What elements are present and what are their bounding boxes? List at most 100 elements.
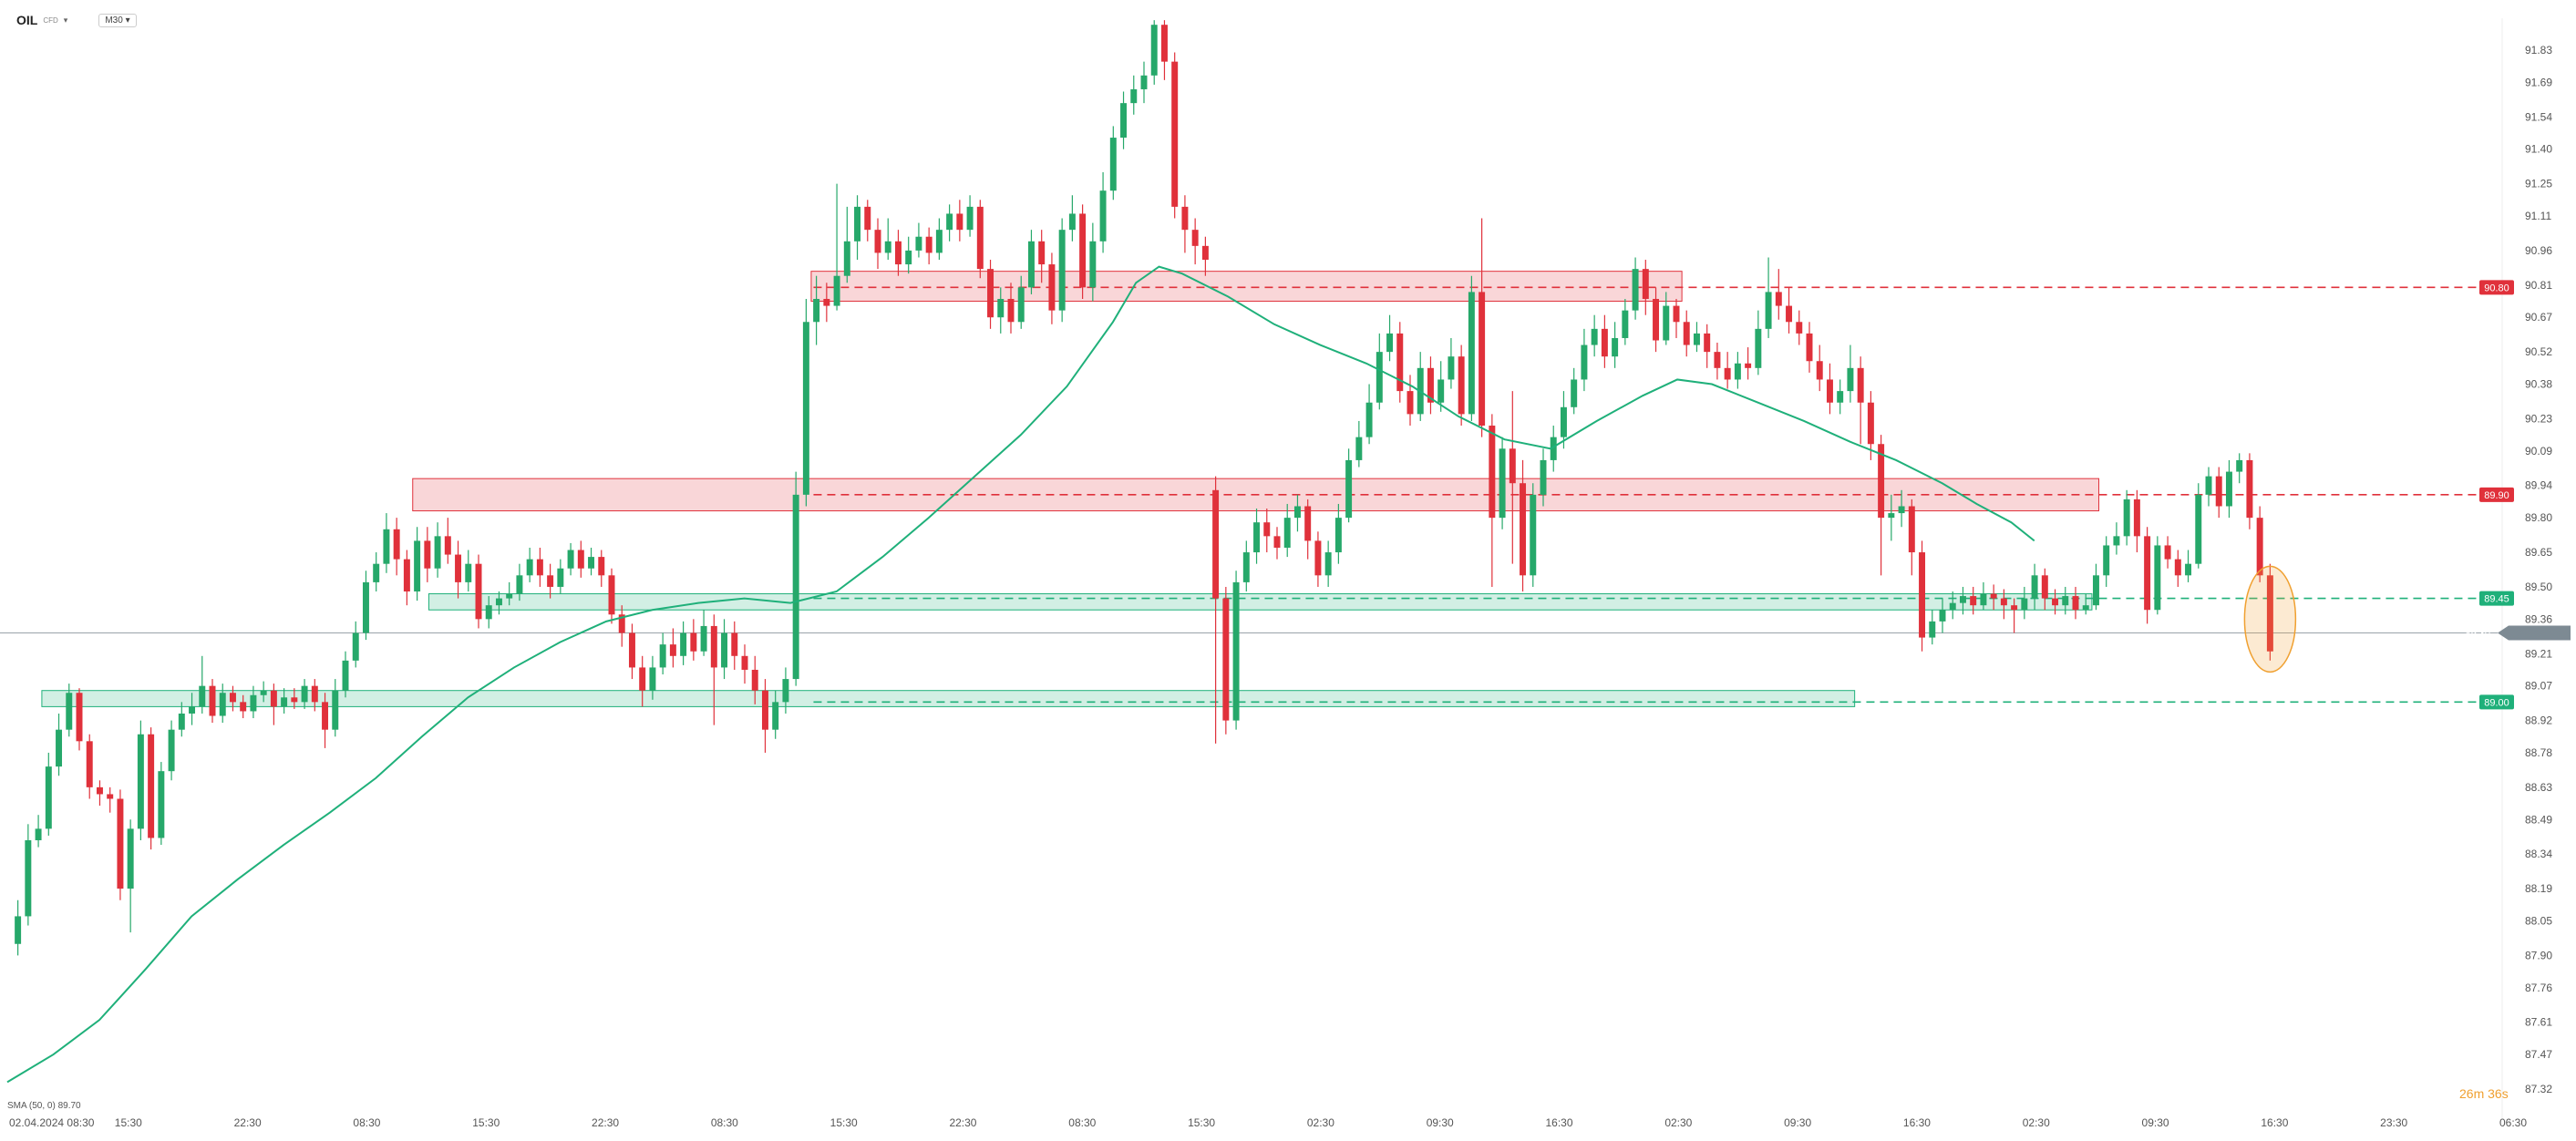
sma-line[interactable] bbox=[6, 265, 2035, 1084]
y-tick-label: 91.83 bbox=[2525, 44, 2552, 57]
support-zone[interactable] bbox=[428, 593, 2093, 611]
candle-body bbox=[56, 729, 63, 767]
x-tick-label: 09:30 bbox=[1427, 1116, 1454, 1129]
candle bbox=[1468, 275, 1475, 421]
candle bbox=[1140, 61, 1148, 104]
candle bbox=[86, 734, 93, 799]
candle bbox=[1847, 344, 1854, 403]
candle-body bbox=[659, 644, 666, 668]
candle-body bbox=[96, 786, 103, 795]
candle-body bbox=[1017, 287, 1025, 323]
candle bbox=[1499, 437, 1506, 529]
candle bbox=[946, 204, 953, 242]
candle-body bbox=[2174, 559, 2181, 576]
candle bbox=[751, 655, 758, 704]
candle-body bbox=[1816, 361, 1823, 380]
symbol-dropdown-icon[interactable]: ▾ bbox=[63, 15, 68, 25]
candle bbox=[639, 655, 646, 707]
candle bbox=[854, 195, 861, 261]
time-axis[interactable]: 02.04.2024 08:30 15:30 22:30 08:30 15:30 22:3… bbox=[9, 1116, 2527, 1129]
candle-body bbox=[966, 206, 974, 231]
candle bbox=[956, 200, 963, 242]
candle bbox=[96, 780, 103, 807]
candle bbox=[1109, 126, 1117, 200]
candle-body bbox=[1949, 602, 1956, 611]
candle bbox=[1017, 275, 1025, 329]
candle bbox=[526, 547, 533, 582]
candle-body bbox=[403, 559, 410, 592]
candle-body bbox=[1283, 518, 1291, 548]
candle bbox=[76, 688, 83, 751]
sma-legend[interactable]: SMA (50, 0) 89.70 bbox=[7, 1101, 81, 1111]
candle-body bbox=[2185, 563, 2192, 576]
candle-body bbox=[1334, 518, 1342, 553]
candle-body bbox=[516, 575, 523, 594]
candle bbox=[659, 632, 666, 675]
y-tick-label: 88.05 bbox=[2525, 914, 2552, 927]
candle-body bbox=[1775, 292, 1782, 306]
candle bbox=[1201, 236, 1209, 276]
candle-body bbox=[761, 690, 768, 730]
candle bbox=[1837, 379, 1844, 415]
candle bbox=[966, 195, 974, 237]
resistance-zone[interactable] bbox=[810, 271, 1683, 303]
support-level-tag-label: 89.45 bbox=[2484, 594, 2509, 605]
candle-body bbox=[1376, 352, 1383, 403]
candle bbox=[1058, 218, 1066, 323]
current-price-tag bbox=[2498, 625, 2571, 641]
candle-body bbox=[148, 734, 155, 838]
x-tick-label: 02.04.2024 08:30 bbox=[9, 1116, 95, 1129]
candle-body bbox=[1499, 448, 1506, 519]
candle bbox=[772, 690, 779, 739]
candle bbox=[1806, 322, 1813, 373]
candle-body bbox=[76, 693, 83, 742]
candle-body bbox=[2266, 575, 2273, 652]
candle bbox=[1150, 20, 1158, 85]
candle bbox=[1571, 367, 1578, 415]
candle-body bbox=[229, 693, 236, 703]
price-axis[interactable]: 91.83 91.69 91.54 91.40 91.25 91.11 90.96 90.81… bbox=[2525, 44, 2552, 1095]
candle bbox=[2195, 483, 2202, 569]
candle-body bbox=[1058, 230, 1066, 311]
candle bbox=[1878, 435, 1885, 576]
candle-body bbox=[1314, 540, 1322, 576]
candle-body bbox=[628, 632, 635, 668]
candle-body bbox=[649, 667, 656, 691]
x-tick-label: 08:30 bbox=[1068, 1116, 1096, 1129]
price-tags-layer: 90.80 89.90 89.45 89.30 89.00 bbox=[2465, 280, 2571, 710]
candle-body bbox=[854, 206, 861, 242]
candle bbox=[2113, 522, 2120, 555]
candle bbox=[1191, 218, 1199, 265]
candle bbox=[1632, 257, 1639, 320]
candle bbox=[2133, 489, 2140, 553]
candle-body bbox=[639, 667, 646, 691]
candle bbox=[1683, 310, 1690, 357]
candle-body bbox=[1130, 88, 1138, 104]
candle bbox=[1079, 204, 1087, 299]
candle bbox=[1427, 356, 1434, 415]
y-tick-label: 89.65 bbox=[2525, 546, 2552, 559]
candle bbox=[1857, 356, 1864, 445]
candle-body bbox=[567, 550, 574, 569]
candle bbox=[1898, 489, 1905, 528]
candle bbox=[148, 727, 155, 850]
candle bbox=[2144, 527, 2151, 624]
candle bbox=[1263, 509, 1271, 553]
candle-body bbox=[1888, 513, 1895, 519]
candle bbox=[874, 218, 881, 270]
symbol-label[interactable]: OIL bbox=[16, 13, 38, 27]
candle bbox=[15, 899, 22, 956]
candle-body bbox=[362, 581, 369, 633]
candle-body bbox=[1857, 367, 1864, 403]
candle-body bbox=[1571, 379, 1578, 407]
candle-body bbox=[598, 557, 605, 576]
candle bbox=[2174, 550, 2181, 587]
x-tick-label: 08:30 bbox=[353, 1116, 380, 1129]
timeframe-selector[interactable]: M30 ▾ bbox=[98, 13, 137, 27]
candle-body bbox=[823, 298, 830, 306]
candle bbox=[2205, 467, 2212, 507]
candle bbox=[414, 527, 421, 601]
candle-body bbox=[1867, 402, 1874, 445]
